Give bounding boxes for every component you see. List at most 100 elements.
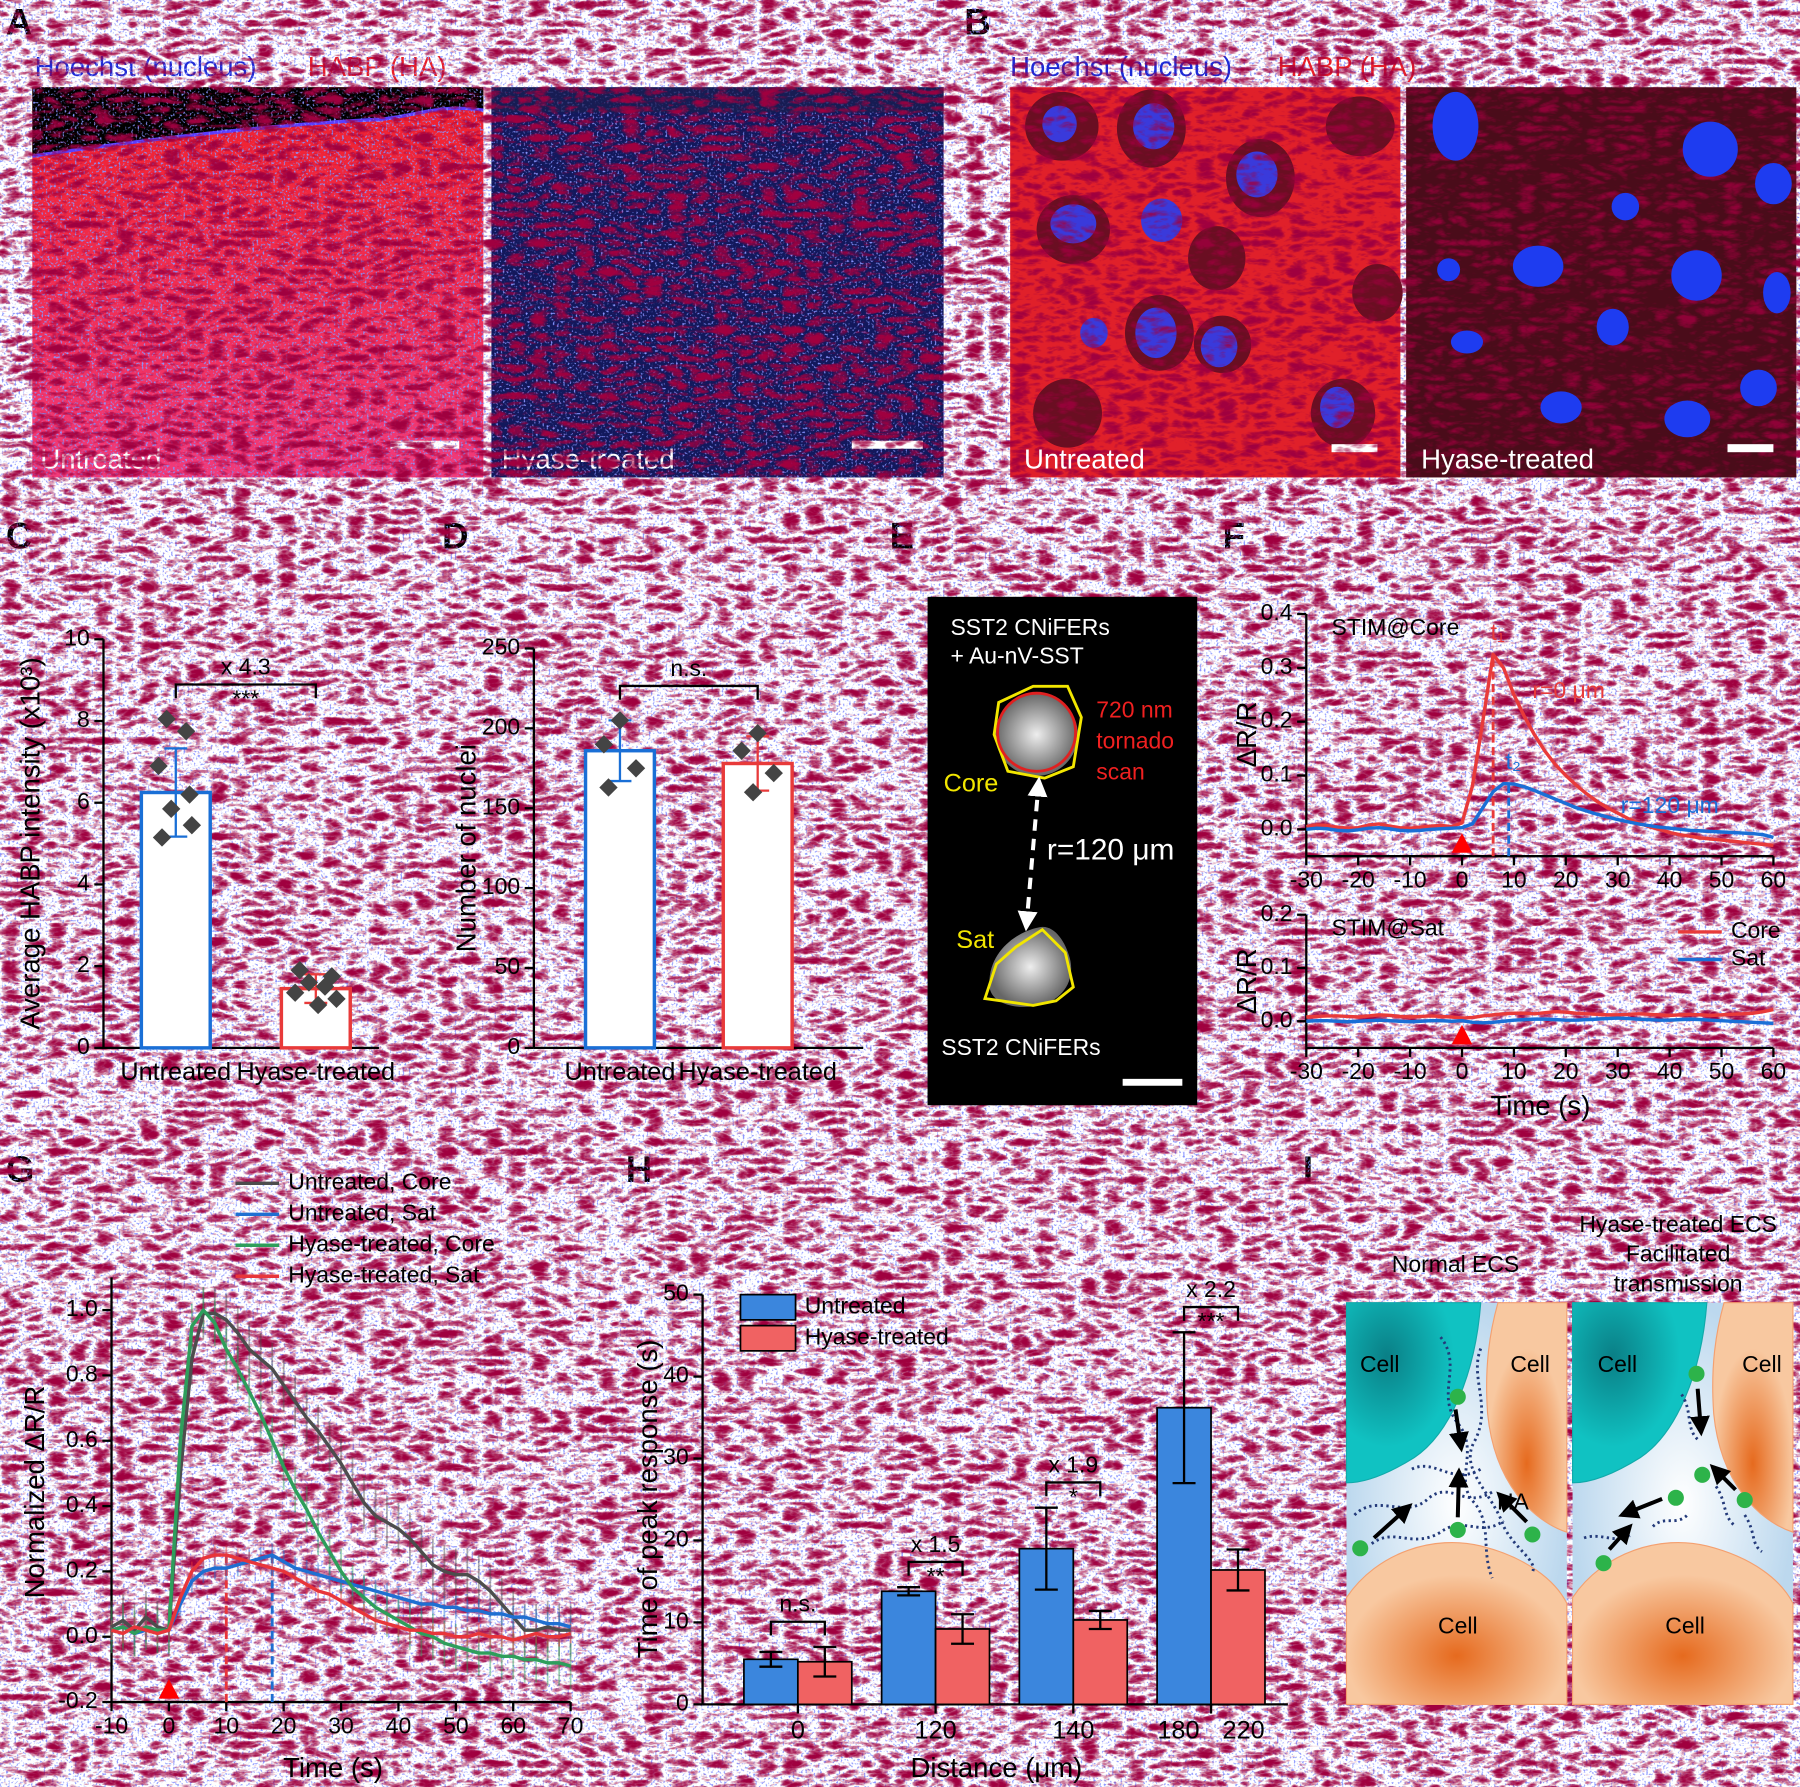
- y-tick-label: 10: [64, 624, 90, 650]
- series-line: [1306, 1016, 1774, 1026]
- x-tick-label: 10: [1501, 867, 1527, 893]
- y-axis-label: Number of nuclei: [451, 744, 482, 952]
- y-tick-label: 1.0: [66, 1295, 98, 1321]
- series-line: [1306, 781, 1774, 840]
- y-tick-label: 0.6: [66, 1426, 98, 1452]
- micrograph-label: 720 nm: [1096, 697, 1173, 723]
- y-tick-label: 0.0: [1261, 814, 1293, 840]
- x-tick-label: 40: [1657, 867, 1683, 893]
- x-tick-label: 50: [1709, 867, 1735, 893]
- series-label: r=0 μm: [1532, 677, 1605, 703]
- x-tick-label: 10: [1501, 1058, 1527, 1084]
- panel-label: I: [1303, 1149, 1313, 1190]
- x-axis-label: Distance (μm): [910, 1752, 1082, 1783]
- y-tick-label: 0.2: [66, 1556, 98, 1582]
- data-point: [626, 759, 646, 778]
- legend-swatch: [739, 1293, 797, 1321]
- diagram-title: Hyase-treated ECS: [1579, 1211, 1777, 1237]
- bracket: [618, 684, 759, 700]
- data-point: [285, 983, 305, 1002]
- data-point: [743, 783, 763, 802]
- series-line: [1306, 652, 1774, 848]
- diagram-label: Cell: [1665, 1613, 1705, 1639]
- image-label: Hyase-treated: [1421, 444, 1594, 475]
- stimulus-marker: [1451, 1024, 1473, 1045]
- bracket: [769, 1620, 826, 1636]
- y-tick-label: 0: [507, 1033, 520, 1059]
- data-point: [290, 961, 309, 980]
- x-tick-label: 60: [1761, 867, 1787, 893]
- x-tick-label: 40: [1657, 1058, 1683, 1084]
- x-tick-label: 70: [558, 1712, 584, 1738]
- diagram-label: HA: [1497, 1489, 1530, 1515]
- y-tick-label: 6: [77, 788, 90, 814]
- data-point: [308, 995, 328, 1015]
- chart-title: STIM@Sat: [1332, 915, 1445, 941]
- y-axis-label: Average HABP intensity (x10³): [15, 657, 46, 1029]
- data-point: [748, 723, 767, 743]
- panel-label: D: [442, 516, 469, 557]
- y-tick-label: 50: [663, 1280, 689, 1306]
- bar: [1072, 1619, 1129, 1706]
- y-tick-label: 0.8: [66, 1360, 98, 1386]
- data-point: [182, 816, 202, 835]
- diagram-title: Facilitated: [1626, 1241, 1731, 1267]
- x-tick-label: 60: [1761, 1058, 1787, 1084]
- x-tick-label: Hyase-treated: [237, 1058, 396, 1086]
- x-tick-label: 40: [386, 1712, 412, 1738]
- stain-legend: HABP (HA): [308, 51, 447, 82]
- bar: [880, 1590, 937, 1706]
- bracket: [174, 683, 317, 699]
- y-tick-label: 0.0: [1261, 1006, 1293, 1032]
- data-point: [315, 977, 335, 996]
- data-point: [152, 828, 172, 847]
- x-tick-label: 50: [443, 1712, 469, 1738]
- y-tick-label: 4: [77, 869, 90, 895]
- micrograph-label: + Au-nV-SST: [950, 643, 1083, 669]
- stain-legend: Hoechst (nucleus): [35, 51, 257, 82]
- bracket: [907, 1560, 964, 1576]
- y-tick-label: 8: [77, 706, 90, 732]
- legend-label: Core: [1731, 917, 1781, 943]
- y-tick-label: 0: [676, 1689, 689, 1715]
- x-tick-label: 20: [271, 1712, 297, 1738]
- panel-label: A: [6, 1, 33, 42]
- micrograph-label: Core: [944, 770, 999, 798]
- data-point: [149, 756, 168, 776]
- diagram-label: Cell: [1598, 1351, 1638, 1377]
- y-tick-label: 250: [482, 634, 520, 660]
- data-point: [599, 778, 618, 797]
- x-tick-label: 0: [791, 1717, 805, 1745]
- significance: *: [1069, 1484, 1078, 1510]
- legend-label: Untreated, Sat: [288, 1199, 437, 1225]
- diagram-label: Cell: [1510, 1351, 1550, 1377]
- y-tick-label: -0.2: [58, 1687, 98, 1713]
- x-tick-label: Untreated: [120, 1058, 231, 1086]
- ratio-label: x 1.9: [1048, 1451, 1098, 1477]
- y-tick-label: 10: [663, 1607, 689, 1633]
- legend-label: Hyase-treated, Core: [288, 1230, 495, 1256]
- y-tick-label: 20: [663, 1526, 689, 1552]
- series-line: [111, 1553, 572, 1642]
- x-axis-label: Time (s): [1490, 1090, 1590, 1121]
- legend-label: Hyase-treated, Sat: [288, 1261, 480, 1287]
- y-tick-label: 0.4: [1261, 599, 1293, 625]
- data-point: [162, 799, 181, 819]
- chart-title: STIM@Core: [1332, 614, 1460, 640]
- legend-swatch: [739, 1324, 797, 1352]
- x-tick-label: -10: [1394, 867, 1427, 893]
- diagram-title: transmission: [1614, 1271, 1743, 1297]
- diagram-label: Cell: [1360, 1351, 1400, 1377]
- micrograph: [927, 596, 1198, 1106]
- significance: ***: [232, 686, 259, 712]
- series-line: [1306, 1007, 1774, 1020]
- y-tick-label: 50: [495, 953, 521, 979]
- x-tick-label: 0: [163, 1712, 176, 1738]
- diagram: [1345, 1302, 1794, 1705]
- y-tick-label: 0.2: [1261, 900, 1293, 926]
- bracket: [1045, 1481, 1102, 1497]
- series-label: r=120 μm: [1621, 792, 1719, 818]
- data-point: [764, 763, 783, 783]
- image-label: Hyase-treated: [502, 444, 675, 475]
